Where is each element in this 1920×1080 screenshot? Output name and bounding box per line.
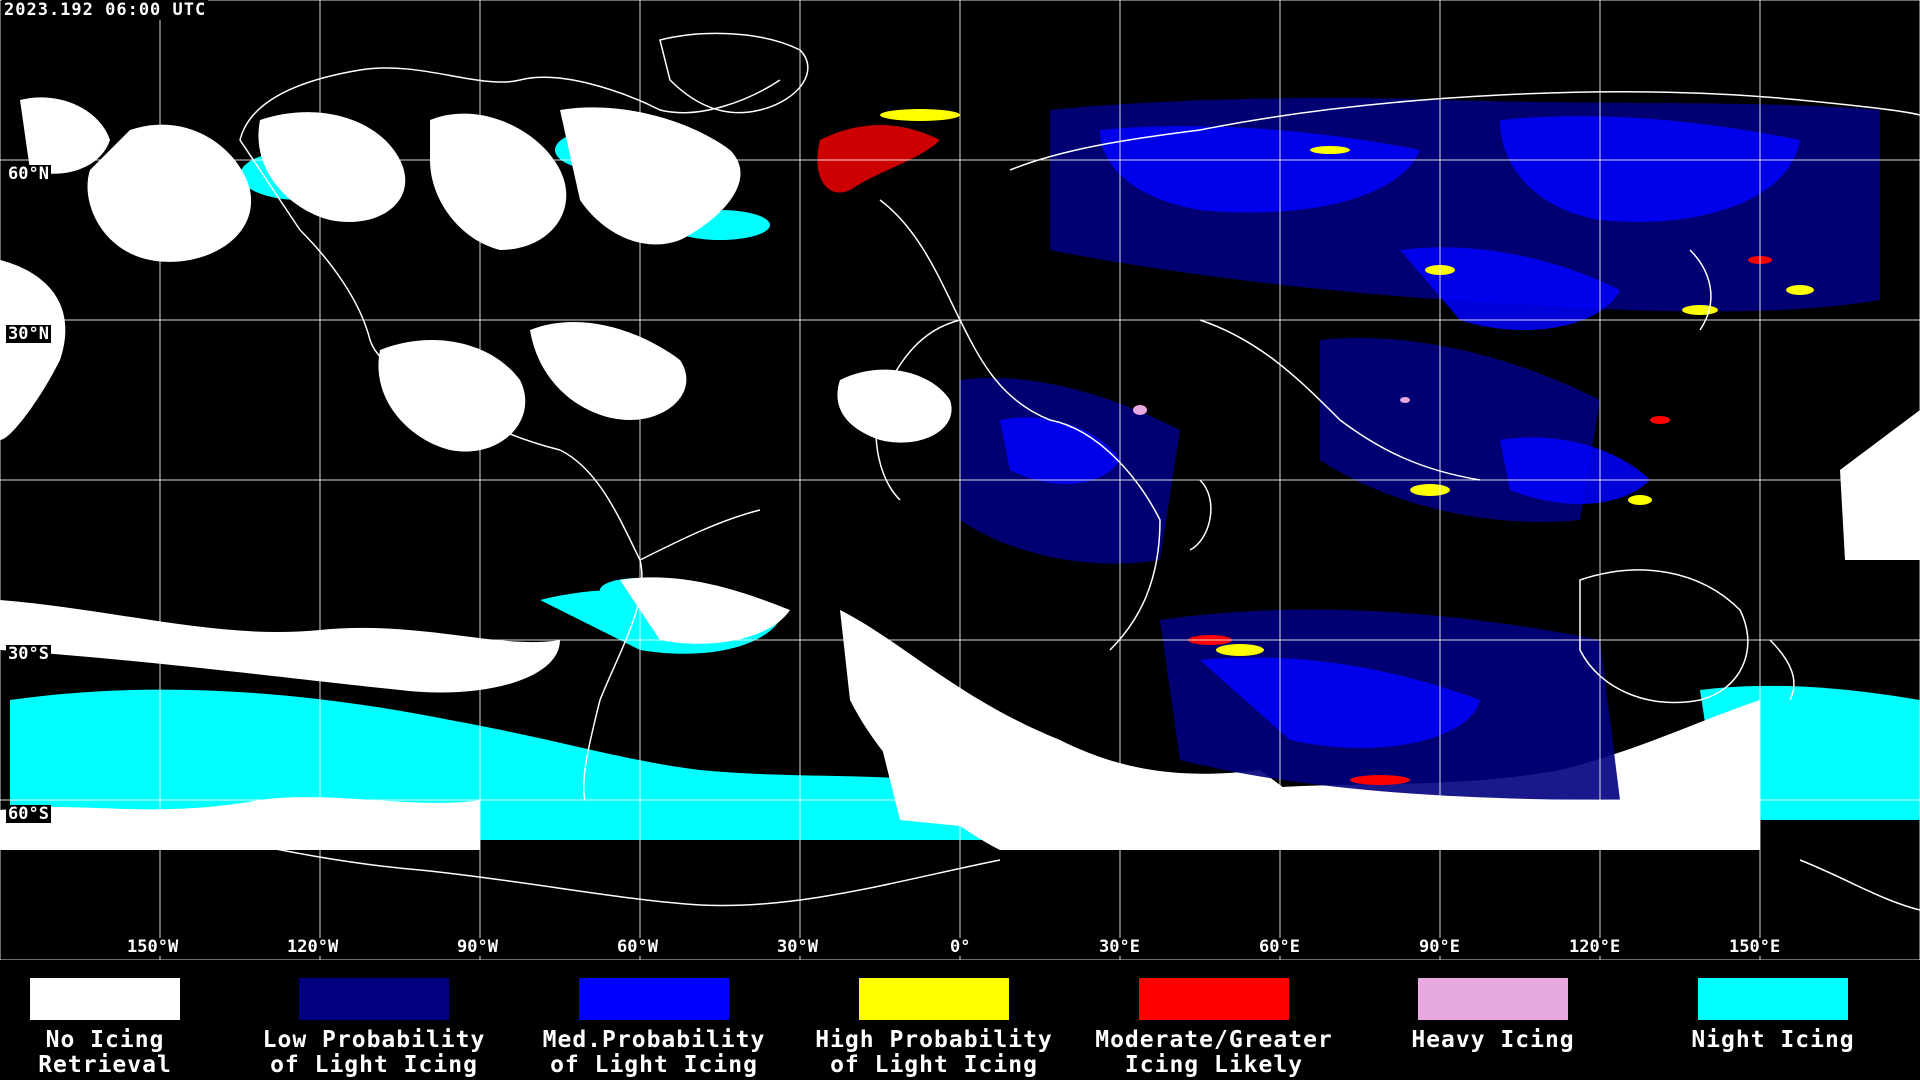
legend-swatch (299, 978, 449, 1020)
legend-swatch (1418, 978, 1568, 1020)
legend-item-no-icing: No Icing Retrieval (0, 978, 235, 1078)
lat-label-30s: 30°S (6, 644, 51, 664)
legend-swatch (1698, 978, 1848, 1020)
legend-item-moderate-icing: Moderate/Greater Icing Likely (1084, 978, 1344, 1078)
map-canvas (0, 0, 1920, 960)
lon-label-60e: 60°E (1257, 937, 1302, 957)
lon-label-60w: 60°W (615, 937, 660, 957)
legend-label: Low Probability of Light Icing (262, 1027, 486, 1078)
legend-label: No Icing Retrieval (38, 1027, 172, 1078)
moderate-icing-region (817, 125, 1772, 785)
legend-label: Night Icing (1691, 1027, 1855, 1053)
legend-label: Moderate/Greater Icing Likely (1095, 1027, 1333, 1078)
lon-label-120w: 120°W (285, 937, 341, 957)
legend-item-night-icing: Night Icing (1643, 978, 1903, 1053)
icing-map: 2023.192 06:00 UTC 60°N 30°N 30°S 60°S 1… (0, 0, 1920, 960)
lon-label-150e: 150°E (1727, 937, 1783, 957)
coastlines (119, 32, 1920, 911)
legend-label: High Probability of Light Icing (815, 1027, 1053, 1078)
lat-label-60n: 60°N (6, 164, 51, 184)
legend-label: Heavy Icing (1411, 1027, 1575, 1053)
lon-label-90e: 90°E (1417, 937, 1462, 957)
legend: No Icing Retrieval Low Probability of Li… (0, 960, 1920, 1080)
legend-label: Med.Probability of Light Icing (542, 1027, 766, 1078)
legend-item-med-probability: Med.Probability of Light Icing (524, 978, 784, 1078)
lon-label-120e: 120°E (1567, 937, 1623, 957)
legend-swatch (579, 978, 729, 1020)
legend-swatch (1139, 978, 1289, 1020)
graticule (0, 0, 1920, 960)
lon-label-150w: 150°W (125, 937, 181, 957)
heavy-icing-region (1133, 397, 1410, 415)
lat-label-60s: 60°S (6, 804, 51, 824)
lon-label-30w: 30°W (775, 937, 820, 957)
legend-swatch (30, 978, 180, 1020)
legend-item-heavy-icing: Heavy Icing (1363, 978, 1623, 1053)
legend-item-high-probability: High Probability of Light Icing (804, 978, 1064, 1078)
legend-item-low-probability: Low Probability of Light Icing (244, 978, 504, 1078)
lon-label-90w: 90°W (455, 937, 500, 957)
timestamp: 2023.192 06:00 UTC (2, 0, 209, 20)
lon-label-30e: 30°E (1097, 937, 1142, 957)
lon-label-0: 0° (948, 937, 973, 957)
lat-label-30n: 30°N (6, 324, 51, 344)
legend-swatch (859, 978, 1009, 1020)
